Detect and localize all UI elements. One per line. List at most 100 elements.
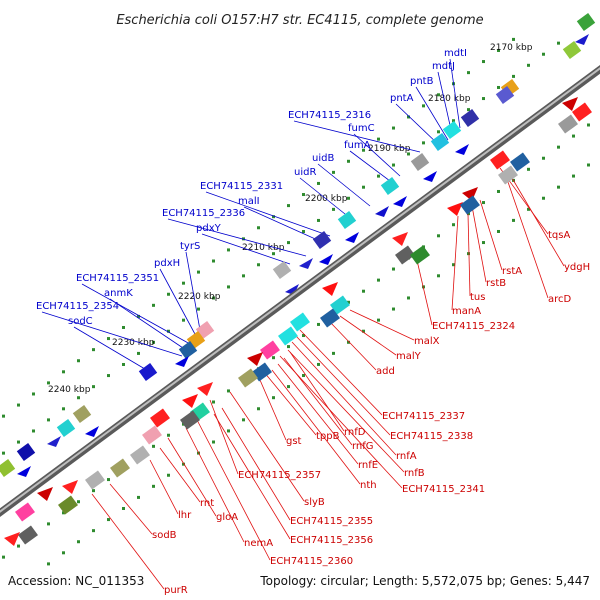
forward-leader-line	[159, 268, 197, 337]
guide-dot	[287, 204, 290, 208]
reverse-leader-line	[279, 355, 403, 489]
guide-dot	[392, 163, 395, 167]
reverse-leader-line	[339, 315, 397, 356]
gene-block	[490, 150, 510, 170]
guide-dot	[77, 396, 80, 400]
reverse-leader-line	[159, 447, 201, 503]
kbp-tick-label: 2180 kbp	[428, 94, 471, 104]
reverse-leader-line	[109, 483, 153, 535]
reverse-gene-label: ECH74115_2355	[290, 516, 373, 527]
guide-dot	[482, 241, 485, 245]
guide-dot	[572, 174, 575, 178]
guide-dot	[2, 555, 5, 559]
reverse-gene-label: tqsA	[548, 230, 570, 241]
reverse-leader-line	[507, 181, 549, 299]
gene-block	[178, 341, 198, 359]
guide-dot	[332, 207, 335, 211]
reverse-gene-label: sodB	[152, 530, 177, 541]
guide-dot	[242, 274, 245, 278]
forward-gene-label: fumC	[348, 123, 375, 134]
guide-dot	[467, 108, 470, 112]
guide-dot	[272, 252, 275, 256]
guide-dot	[62, 511, 65, 515]
guide-dot	[542, 196, 545, 200]
guide-dot	[467, 212, 470, 216]
reverse-leader-line	[289, 351, 345, 432]
gene-block	[558, 114, 578, 134]
forward-leader-line	[109, 298, 187, 351]
forward-leader-line	[349, 150, 395, 185]
guide-dot	[557, 185, 560, 189]
guide-dot	[47, 381, 50, 385]
guide-dot	[212, 400, 215, 404]
reverse-leader-line	[467, 213, 471, 297]
reverse-gene-label: rstA	[502, 266, 522, 277]
gene-block	[320, 308, 340, 328]
gene-block	[410, 153, 430, 171]
reverse-gene-label: purR	[164, 585, 188, 596]
guide-dot	[587, 163, 590, 167]
guide-dot	[587, 123, 590, 127]
forward-gene-label: uidB	[312, 153, 334, 164]
reverse-leader-line	[329, 321, 377, 371]
forward-leader-line	[415, 86, 449, 141]
guide-dot	[452, 223, 455, 227]
guide-dot	[482, 60, 485, 64]
gene-arrow	[285, 284, 299, 295]
reverse-leader-line	[91, 493, 165, 590]
guide-dot	[272, 356, 275, 360]
guide-dot	[512, 218, 515, 222]
reverse-gene-label: rstB	[486, 278, 506, 289]
forward-gene-label: pdxH	[154, 258, 180, 269]
reverse-gene-label: nemA	[244, 538, 273, 549]
guide-dot	[257, 226, 260, 230]
gene-arrow	[319, 254, 333, 265]
gene-block	[430, 133, 450, 151]
forward-gene-label: mdtI	[444, 48, 467, 59]
guide-dot	[437, 274, 440, 278]
guide-dot	[347, 159, 350, 163]
reverse-gene-label: malY	[396, 351, 422, 362]
reverse-leader-line	[149, 459, 179, 515]
guide-dot	[302, 334, 305, 338]
reverse-gene-label: arcD	[548, 294, 572, 305]
guide-dot	[212, 296, 215, 300]
guide-dot	[167, 433, 170, 437]
guide-dot	[317, 322, 320, 326]
forward-leader-line	[41, 311, 183, 357]
guide-dot	[2, 451, 5, 455]
reverse-gene-label: ECH74115_2357	[238, 470, 321, 481]
forward-gene-label: pntB	[410, 76, 434, 87]
reverse-leader-line	[349, 309, 415, 341]
guide-dot	[122, 362, 125, 366]
reverse-leader-line	[185, 427, 245, 543]
gene-arrow	[345, 232, 359, 243]
gene-block	[576, 13, 596, 31]
gene-arrow	[197, 382, 213, 396]
guide-dot	[257, 407, 260, 411]
forward-leader-line	[201, 233, 291, 265]
guide-dot	[347, 340, 350, 344]
guide-dot	[92, 529, 95, 533]
gene-arrow	[85, 426, 99, 437]
guide-dot	[257, 263, 260, 267]
guide-dot	[122, 506, 125, 510]
gene-block	[572, 102, 592, 122]
guide-dot	[242, 418, 245, 422]
guide-dot	[332, 351, 335, 355]
guide-dot	[92, 348, 95, 352]
gene-arrow	[299, 258, 313, 269]
guide-dot	[527, 167, 530, 171]
guide-dot	[362, 329, 365, 333]
forward-leader-line	[243, 206, 323, 243]
guide-dot	[347, 196, 350, 200]
reverse-gene-label: rnfA	[396, 451, 417, 462]
kbp-tick-label: 2240 kbp	[48, 385, 91, 395]
guide-dot	[362, 289, 365, 293]
guide-dot	[152, 484, 155, 488]
guide-dot	[107, 337, 110, 341]
guide-dot	[167, 292, 170, 296]
gene-block	[278, 326, 298, 346]
reverse-gene-label: ydgH	[564, 262, 590, 273]
